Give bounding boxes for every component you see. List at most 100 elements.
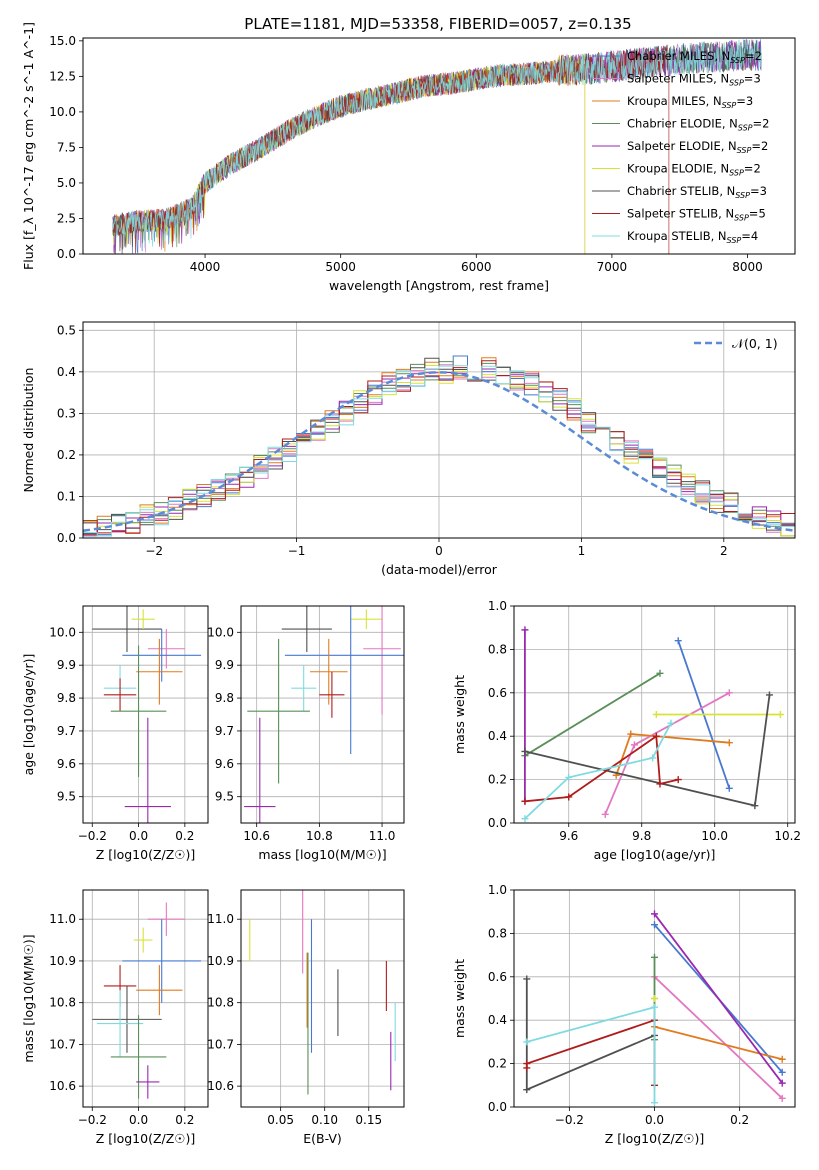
x-tick-label: 1 [578,544,586,558]
y-tick-label: 0.0 [57,531,76,545]
y-tick-label: 9.9 [215,658,234,672]
mass-vs-ebv-panel: 0.05 0.10 0.15 10.6 10.7 10.8 10.9 11.0 E(B-V) [207,889,405,1146]
legend-nssp-eq: = [750,184,760,198]
x-tick-label: 7000 [597,260,628,274]
weight-marker [523,975,531,983]
y-tick-label: 10.9 [207,954,234,968]
legend-nssp-value: 4 [751,229,758,243]
legend-nssp-prefix: , N [718,207,734,221]
x-tick-label: −0.2 [78,1113,107,1127]
y-tick-label: 0.4 [488,1013,507,1027]
x-tick-label: −2 [145,544,163,558]
legend-nssp-eq: = [741,229,751,243]
y-tick-label: 11.0 [207,912,234,926]
legend-nssp-eq: = [744,72,754,86]
weight-line [524,722,672,820]
weight-marker [776,711,784,718]
legend-nssp-value: 3 [746,94,753,108]
y-tick-label: 9.8 [215,691,234,705]
figure-title: PLATE=1181, MJD=53358, FIBERID=0057, z=0… [244,15,631,33]
weight-vs-age-panel: 9.6 9.8 10.0 10.2 0.0 0.2 0.4 0.6 0.8 1.0 age [log… [452,599,801,862]
y-tick-label: 1.0 [488,599,507,613]
legend-series-name: Kroupa ELODIE [627,162,713,176]
legend-nssp-sub: SSP [737,146,752,155]
plot-frame [82,321,796,539]
y-tick-label: 11.0 [49,912,76,926]
legend-nssp-prefix: , N [722,117,738,131]
weight-marker [778,1068,786,1076]
weight-vs-Z-panel: −0.2 0.0 0.2 0.0 0.2 0.4 0.6 0.8 1.0 Z [log10(Z/Z… [452,883,796,1146]
y-tick-label: 0.8 [488,926,507,940]
x-tick-label: 4000 [190,260,221,274]
errorbar-points [244,606,404,823]
legend-nssp-sub: SSP [729,169,744,178]
legend-nssp-eq: = [751,139,761,153]
x-tick-label: −0.2 [78,829,107,843]
histogram-steps [83,355,795,537]
x-axis-label: wavelength [Angstrom, rest frame] [329,278,549,293]
legend-nssp-prefix: , N [719,184,735,198]
legend-label: Kroupa STELIB, NSSP=4 [627,229,758,245]
plot-frame [82,605,209,824]
mass-vs-Z-panel: −0.2 0.0 0.2 10.6 10.7 10.8 10.9 11.0 Z [log10(Z… [21,889,209,1146]
weight-marker [652,732,660,740]
y-tick-label: 10.0 [49,625,76,639]
legend-nssp-value: 3 [760,184,767,198]
y-tick-label: 0.2 [57,448,76,462]
legend-nssp-value: 2 [755,49,762,63]
weight-marker [751,802,759,810]
histogram-step-line [83,357,795,534]
weight-marker [765,691,773,699]
y-tick-label: 0.5 [57,323,76,337]
x-tick-label: 9.6 [559,829,578,843]
weight-marker [656,780,664,788]
weight-marker [674,637,682,645]
x-tick-label: 10.8 [306,829,333,843]
weight-marker [565,773,573,781]
weight-line [654,1025,783,1061]
x-axis-label: mass [log10(M/M☉)] [258,847,386,862]
legend-nssp-prefix: , N [721,139,737,153]
y-axis-label: mass weight [452,959,467,1038]
legend-nssp-eq: = [745,49,755,63]
histogram-step-line [83,360,795,534]
weight-marker [778,1094,786,1102]
y-tick-label: 9.5 [215,790,234,804]
weight-marker [523,1038,531,1046]
x-tick-label: 8000 [732,260,763,274]
weight-marker [667,719,675,727]
y-tick-label: 9.5 [57,790,76,804]
weight-marker [521,626,529,634]
weight-line [525,1018,656,1086]
weight-marker [651,910,658,918]
x-tick-label: 5000 [325,260,356,274]
legend-nssp-eq: = [736,94,746,108]
legend-nssp-eq: = [753,117,763,131]
legend-series-name: Chabrier MILES [627,49,714,63]
y-tick-label: 10.8 [49,996,76,1010]
y-tick-label: 1.0 [488,883,507,897]
y-axis-label: age [log10(age/yr)] [21,654,36,776]
legend-nssp-sub: SSP [727,236,742,245]
x-tick-label: 0.0 [645,1113,664,1127]
weight-marker [630,741,638,749]
errorbar-points [92,606,202,823]
legend-nssp-sub: SSP [729,79,744,88]
plot-frame [82,37,796,255]
y-tick-label: 0.6 [488,686,507,700]
plot-frame [240,605,405,824]
legend-series-name: Kroupa STELIB [627,229,711,243]
legend-label: Kroupa MILES, NSSP=3 [627,94,753,110]
y-tick-label: 0.0 [488,816,507,830]
weight-line [653,976,783,1099]
weight-line [525,979,655,1091]
weight-marker [521,747,529,755]
legend-label: Salpeter STELIB, NSSP=5 [627,207,766,223]
legend-nssp-sub: SSP [734,214,749,223]
y-tick-label: 0.4 [57,365,76,379]
legend-nssp-prefix: , N [706,94,722,108]
x-axis-label: Z [log10(Z/Z☉)] [605,1131,705,1146]
x-tick-label: −0.2 [555,1113,584,1127]
x-tick-label: 6000 [461,260,492,274]
